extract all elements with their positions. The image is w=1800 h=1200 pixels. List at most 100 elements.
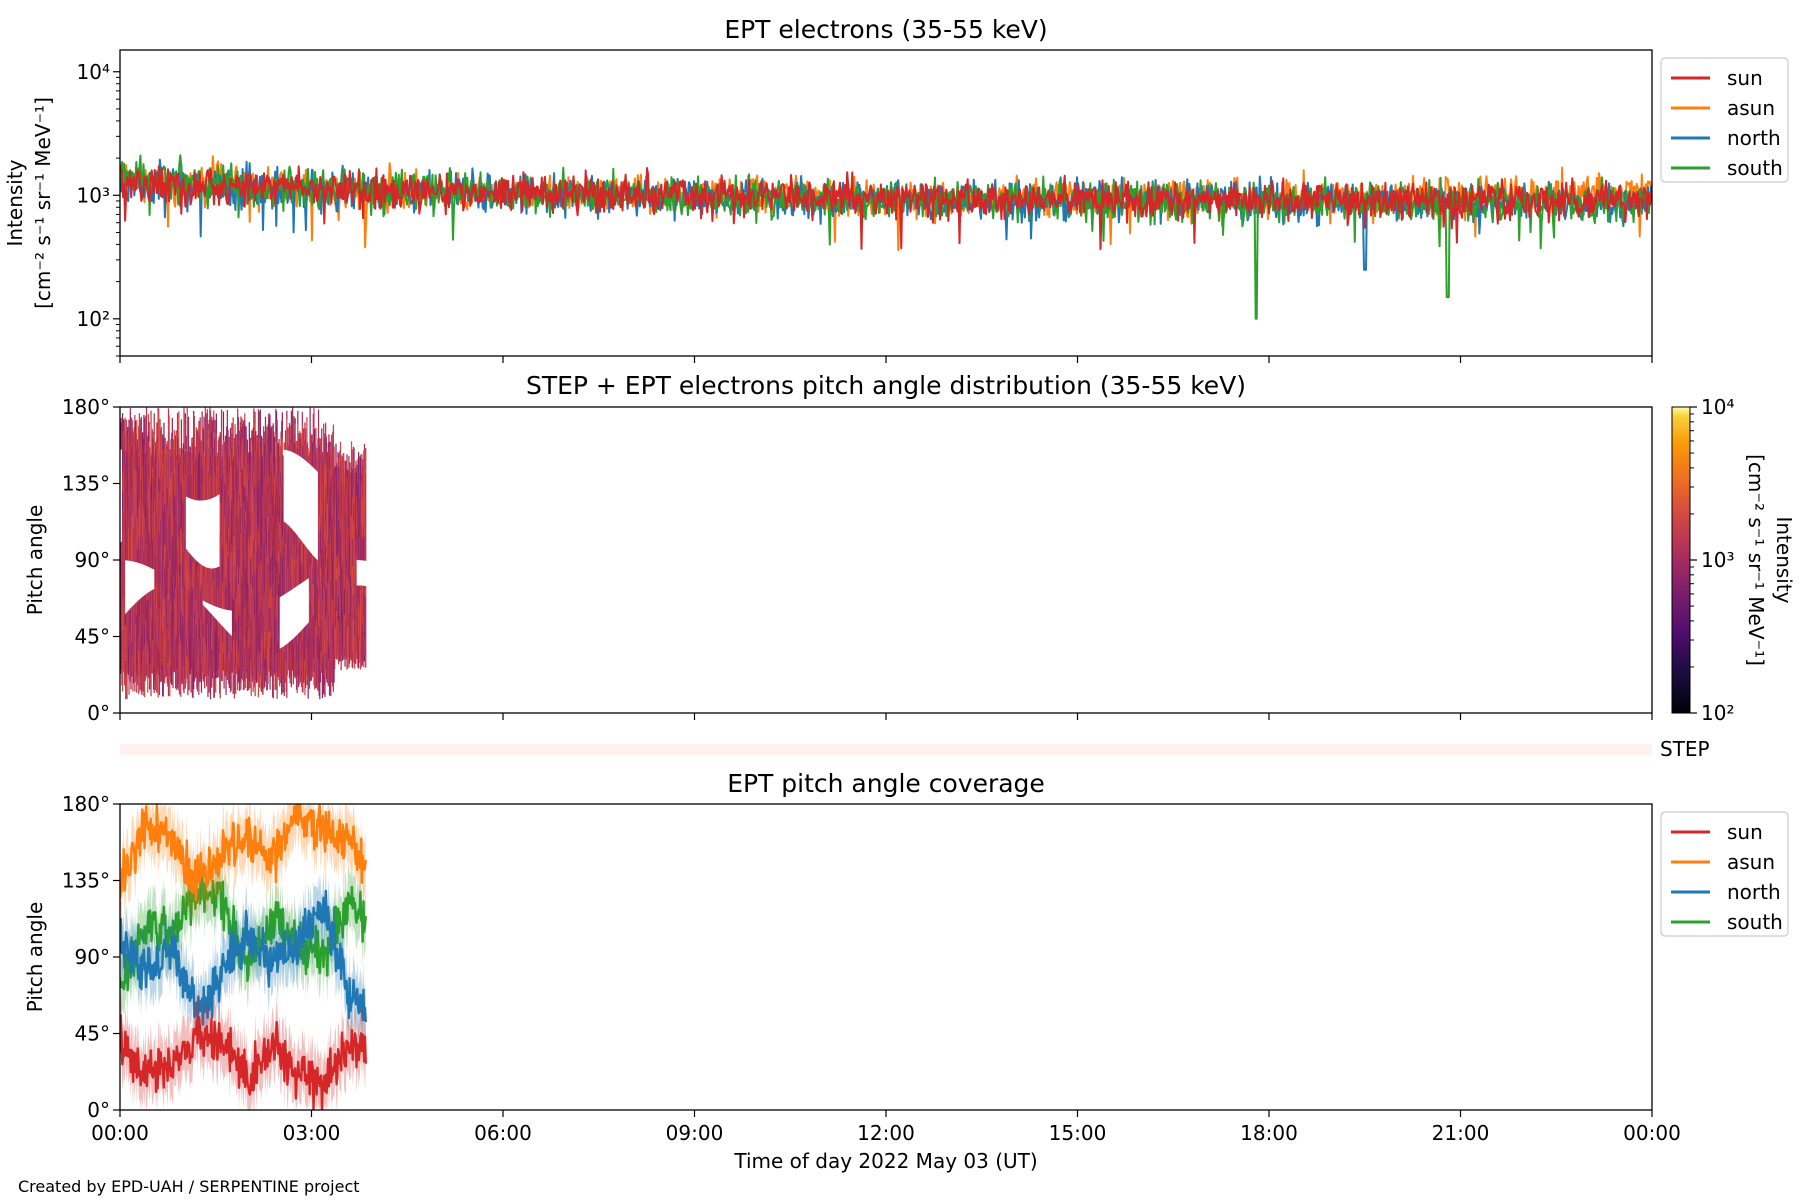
- heatmap-cell: [275, 606, 277, 632]
- heatmap-cell: [220, 625, 223, 660]
- heatmap-cell: [247, 640, 249, 690]
- heatmap-cell: [279, 495, 281, 523]
- heatmap-cell: [348, 566, 351, 582]
- heatmap-cell: [160, 631, 162, 681]
- heatmap-cell: [242, 573, 244, 621]
- heatmap-cell: [126, 493, 128, 531]
- heatmap-cell: [188, 652, 190, 691]
- heatmap-cell: [144, 482, 146, 519]
- heatmap-cell: [182, 666, 184, 691]
- heatmap-cell: [156, 611, 159, 645]
- heatmap-cell: [130, 660, 132, 690]
- heatmap-cell: [283, 646, 285, 652]
- heatmap-cell: [156, 594, 159, 612]
- heatmap-cell: [216, 640, 218, 679]
- heatmap-cell: [267, 424, 269, 445]
- heatmap-cell: [343, 453, 345, 468]
- heatmap-cell: [246, 626, 248, 672]
- heatmap-cell: [291, 443, 293, 452]
- heatmap-cell: [190, 667, 192, 693]
- heatmap-cell: [322, 662, 324, 693]
- heatmap-cell: [288, 575, 290, 592]
- heatmap-cell: [339, 467, 342, 508]
- heatmap-cell: [345, 581, 347, 621]
- heatmap-cell: [184, 630, 186, 646]
- heatmap-cell: [338, 629, 340, 662]
- heatmap-cell: [288, 445, 290, 451]
- heatmap-cell: [159, 479, 161, 517]
- heatmap-cell: [186, 407, 188, 420]
- heatmap-cell: [162, 642, 164, 666]
- heatmap-cell: [270, 427, 272, 439]
- heatmap-cell: [204, 607, 206, 638]
- heatmap-cell: [335, 580, 337, 628]
- heatmap-cell: [220, 586, 223, 609]
- heatmap-cell: [317, 626, 319, 660]
- heatmap-cell: [336, 501, 338, 539]
- heatmap-cell: [321, 549, 323, 584]
- heatmap-cell: [294, 424, 296, 454]
- heatmap-cell: [365, 470, 367, 492]
- heatmap-cell: [246, 556, 248, 601]
- heatmap-cell: [240, 488, 243, 515]
- heatmap-cell: [325, 512, 327, 555]
- heatmap-cell: [121, 652, 123, 686]
- heatmap-cell: [252, 670, 254, 692]
- heatmap-cell: [148, 592, 150, 610]
- heatmap-cell: [220, 563, 223, 587]
- heatmap-cell: [209, 650, 211, 670]
- heatmap-cell: [326, 570, 328, 589]
- heatmap-cell: [288, 526, 290, 536]
- heatmap-cell: [221, 471, 223, 517]
- heatmap-cell: [188, 565, 190, 589]
- heatmap-cell: [177, 484, 179, 503]
- heatmap-cell: [279, 648, 281, 655]
- heatmap-cell: [215, 413, 217, 434]
- heatmap-cell: [319, 437, 321, 450]
- heatmap-cell: [142, 438, 144, 465]
- heatmap-cell: [235, 498, 238, 549]
- heatmap-cell: [259, 446, 261, 489]
- heatmap-cell: [345, 527, 347, 566]
- heatmap-cell: [319, 606, 322, 649]
- heatmap-cell: [363, 506, 365, 527]
- heatmap-cell: [226, 595, 228, 610]
- heatmap-cell: [323, 499, 325, 551]
- heatmap-cell: [136, 548, 139, 563]
- heatmap-cell: [352, 557, 355, 595]
- heatmap-cell: [233, 471, 235, 505]
- heatmap-cell: [294, 546, 296, 566]
- heatmap-cell: [273, 482, 275, 525]
- heatmap-cell: [241, 576, 243, 628]
- heatmap-cell: [233, 514, 236, 536]
- heatmap-cell: [145, 604, 147, 622]
- heatmap-cell: [306, 444, 308, 462]
- heatmap-cell: [215, 455, 217, 497]
- y-tick-label: 90°: [75, 548, 110, 572]
- heatmap-cell: [136, 522, 138, 563]
- heatmap-cell: [299, 538, 301, 542]
- heatmap-cell: [204, 465, 206, 501]
- heatmap-cell: [264, 477, 266, 518]
- heatmap-cell: [211, 568, 213, 605]
- heatmap-cell: [266, 614, 268, 660]
- heatmap-cell: [314, 443, 316, 469]
- heatmap-cell: [281, 667, 283, 695]
- heatmap-cell: [256, 503, 258, 525]
- heatmap-cell: [124, 614, 126, 627]
- heatmap-cell: [329, 447, 331, 486]
- heatmap-cell: [176, 549, 179, 588]
- heatmap-cell: [341, 613, 344, 661]
- heatmap-cell: [226, 510, 228, 549]
- heatmap-cell: [145, 457, 147, 506]
- heatmap-cell: [314, 594, 316, 623]
- heatmap-cell: [186, 588, 188, 630]
- heatmap-cell: [143, 680, 146, 698]
- heatmap-cell: [240, 663, 242, 690]
- heatmap-cell: [310, 434, 312, 442]
- heatmap-cell: [238, 445, 240, 454]
- heatmap-cell: [330, 628, 333, 671]
- heatmap-cell: [140, 478, 142, 517]
- heatmap-cell: [134, 427, 136, 458]
- heatmap-cell: [231, 531, 234, 548]
